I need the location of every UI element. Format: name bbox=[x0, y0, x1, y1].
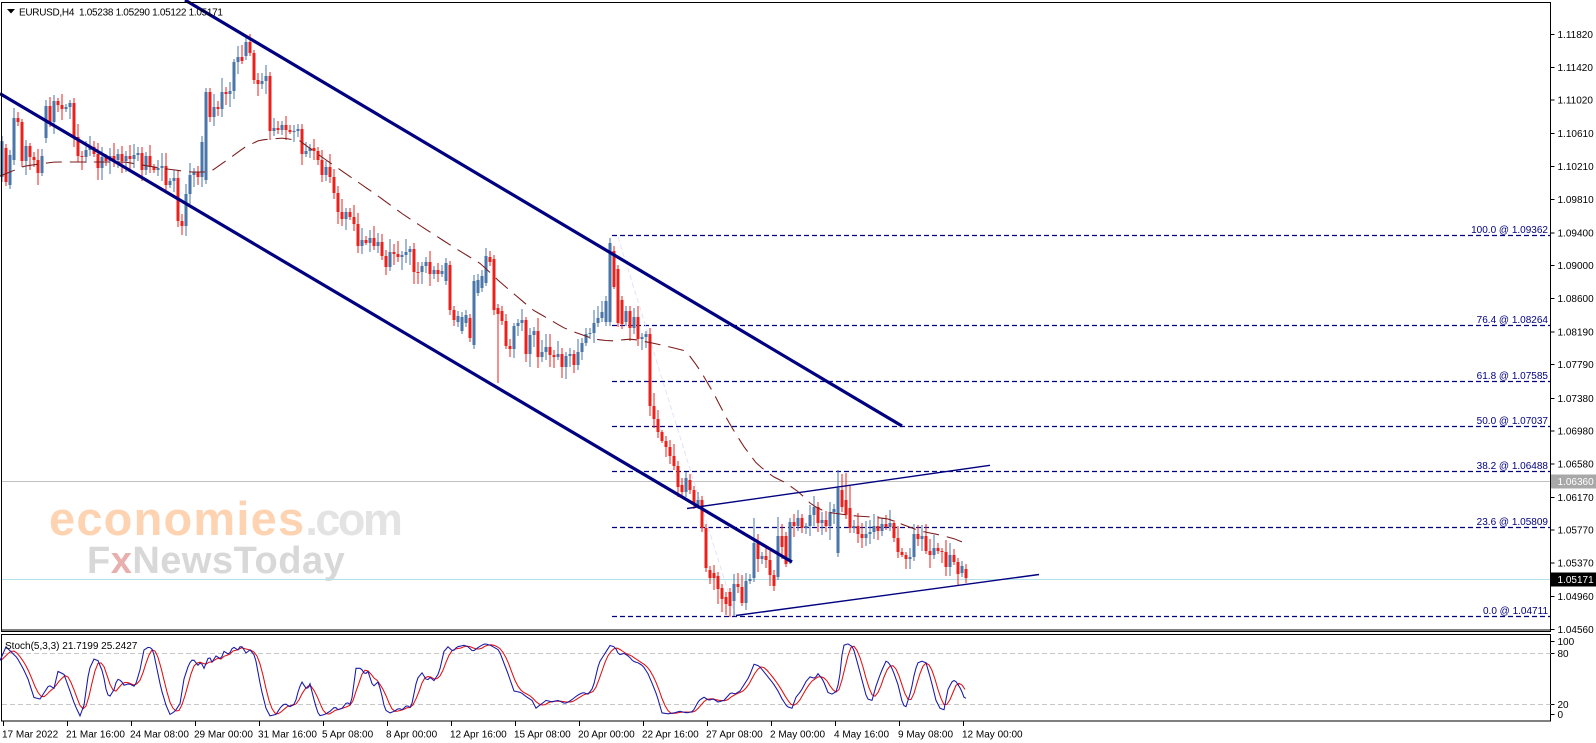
svg-text:1.10210: 1.10210 bbox=[1558, 162, 1595, 173]
svg-text:1.11420: 1.11420 bbox=[1558, 63, 1594, 74]
svg-text:100.0 @ 1.09362: 100.0 @ 1.09362 bbox=[1471, 225, 1548, 236]
svg-text:5 Apr 08:00: 5 Apr 08:00 bbox=[322, 730, 374, 741]
svg-text:31 Mar 16:00: 31 Mar 16:00 bbox=[258, 730, 317, 741]
svg-text:76.4 @ 1.08264: 76.4 @ 1.08264 bbox=[1477, 315, 1549, 326]
svg-text:2 May 00:00: 2 May 00:00 bbox=[770, 730, 825, 741]
svg-text:12 May 00:00: 12 May 00:00 bbox=[962, 730, 1023, 741]
svg-text:20 Apr 00:00: 20 Apr 00:00 bbox=[578, 730, 635, 741]
svg-text:1.06360: 1.06360 bbox=[1558, 477, 1595, 488]
svg-text:1.05370: 1.05370 bbox=[1558, 559, 1595, 570]
svg-text:1.06580: 1.06580 bbox=[1558, 459, 1595, 470]
svg-text:0.0 @ 1.04711: 0.0 @ 1.04711 bbox=[1483, 606, 1548, 617]
svg-text:1.07380: 1.07380 bbox=[1558, 394, 1595, 405]
svg-text:1.04960: 1.04960 bbox=[1558, 592, 1595, 603]
svg-text:17 Mar 2022: 17 Mar 2022 bbox=[2, 730, 59, 741]
svg-text:9 May 08:00: 9 May 08:00 bbox=[898, 730, 953, 741]
svg-text:economies.com: economies.com bbox=[49, 492, 401, 545]
svg-text:23.6 @ 1.05809: 23.6 @ 1.05809 bbox=[1477, 517, 1549, 528]
svg-text:1.10610: 1.10610 bbox=[1558, 129, 1595, 140]
svg-text:1.04560: 1.04560 bbox=[1558, 625, 1595, 636]
svg-text:1.07790: 1.07790 bbox=[1558, 360, 1595, 371]
svg-text:50.0 @ 1.07037: 50.0 @ 1.07037 bbox=[1477, 416, 1549, 427]
svg-text:20: 20 bbox=[1558, 700, 1570, 711]
svg-text:0: 0 bbox=[1558, 710, 1564, 721]
svg-text:1.09400: 1.09400 bbox=[1558, 228, 1595, 239]
svg-text:1.08190: 1.08190 bbox=[1558, 328, 1595, 339]
svg-text:EURUSD,H4 1.05238 1.05290 1.0: EURUSD,H4 1.05238 1.05290 1.05122 1.0517… bbox=[19, 8, 223, 19]
svg-text:8 Apr 00:00: 8 Apr 00:00 bbox=[386, 730, 438, 741]
svg-text:61.8 @ 1.07585: 61.8 @ 1.07585 bbox=[1477, 371, 1549, 382]
svg-text:27 Apr 08:00: 27 Apr 08:00 bbox=[706, 730, 763, 741]
svg-text:80: 80 bbox=[1558, 649, 1570, 660]
svg-text:1.09000: 1.09000 bbox=[1558, 261, 1595, 272]
svg-text:1.05770: 1.05770 bbox=[1558, 526, 1595, 537]
svg-text:15 Apr 08:00: 15 Apr 08:00 bbox=[514, 730, 571, 741]
svg-text:22 Apr 16:00: 22 Apr 16:00 bbox=[642, 730, 699, 741]
svg-text:1.06980: 1.06980 bbox=[1558, 427, 1595, 438]
svg-text:29 Mar 00:00: 29 Mar 00:00 bbox=[194, 730, 253, 741]
svg-text:38.2 @ 1.06488: 38.2 @ 1.06488 bbox=[1477, 461, 1549, 472]
svg-text:100: 100 bbox=[1558, 637, 1575, 648]
svg-text:24 Mar 08:00: 24 Mar 08:00 bbox=[130, 730, 189, 741]
svg-text:4 May 16:00: 4 May 16:00 bbox=[834, 730, 889, 741]
svg-text:12 Apr 16:00: 12 Apr 16:00 bbox=[450, 730, 507, 741]
svg-text:FxNewsToday: FxNewsToday bbox=[87, 540, 345, 582]
svg-text:1.08600: 1.08600 bbox=[1558, 294, 1595, 305]
svg-text:1.11820: 1.11820 bbox=[1558, 30, 1594, 41]
svg-text:1.05171: 1.05171 bbox=[1558, 575, 1595, 586]
svg-text:1.06170: 1.06170 bbox=[1558, 493, 1595, 504]
svg-text:1.11020: 1.11020 bbox=[1558, 96, 1594, 107]
svg-text:1.09810: 1.09810 bbox=[1558, 195, 1595, 206]
svg-text:Stoch(5,3,3) 21.7199 25.2427: Stoch(5,3,3) 21.7199 25.2427 bbox=[5, 641, 138, 652]
svg-text:21 Mar 16:00: 21 Mar 16:00 bbox=[66, 730, 125, 741]
